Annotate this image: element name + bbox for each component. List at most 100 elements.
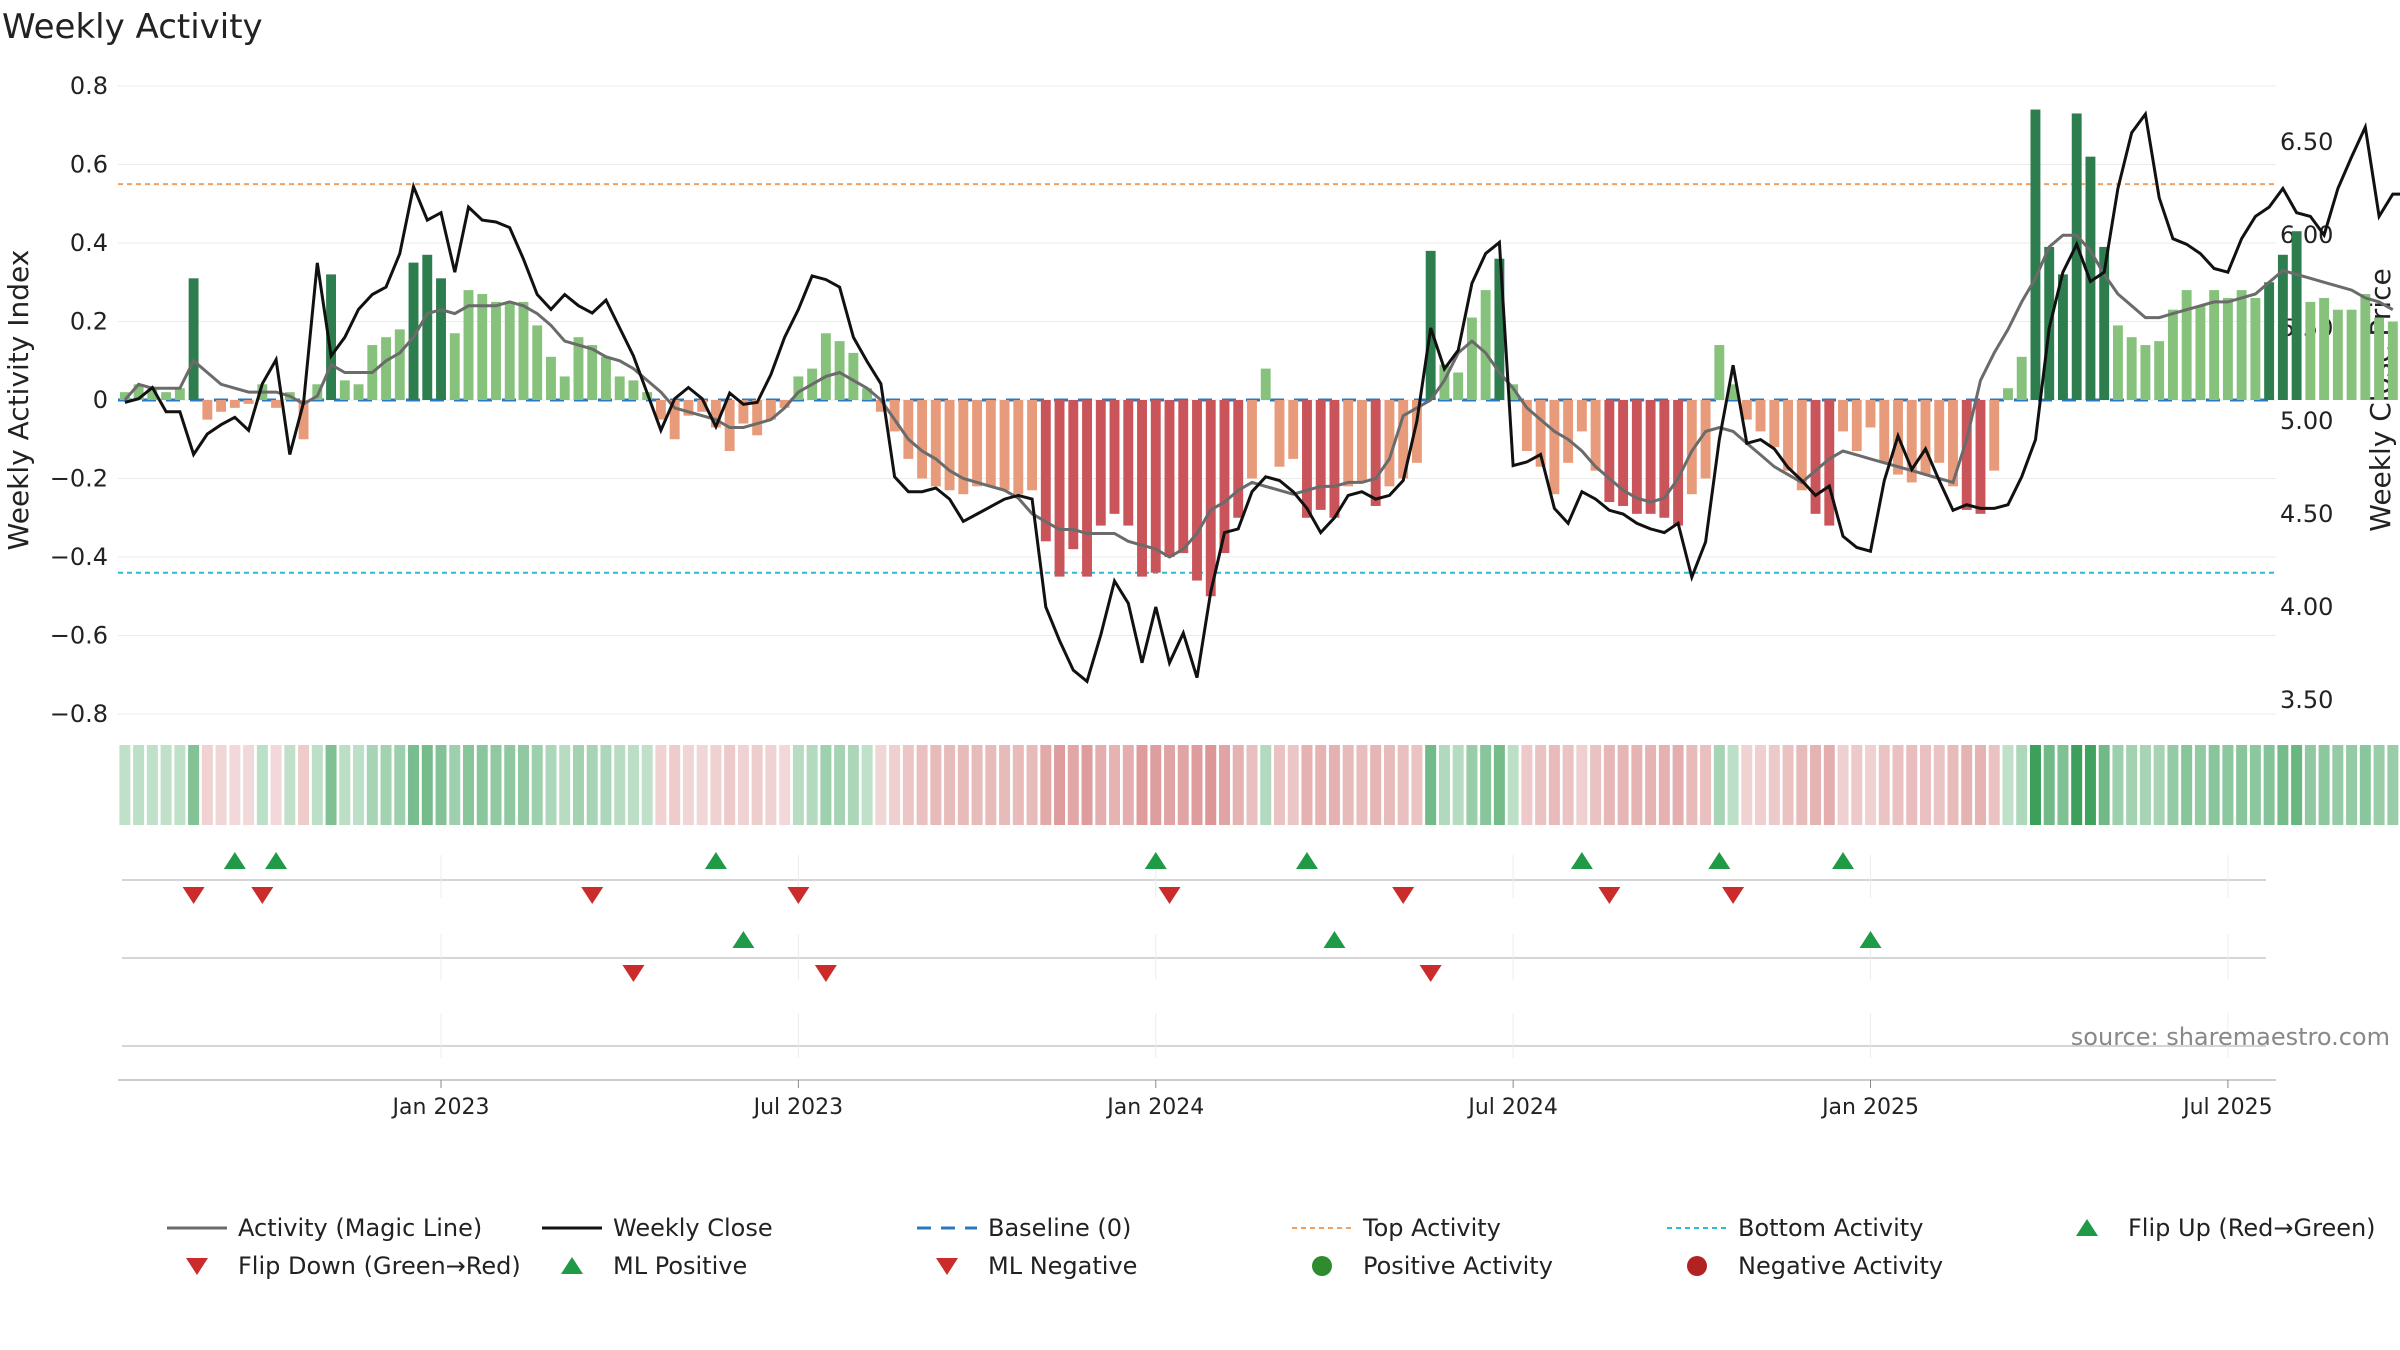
heat-cell (1796, 745, 1808, 825)
legend-label: Weekly Close (613, 1214, 773, 1242)
heat-cell (1397, 745, 1409, 825)
heat-cell (1947, 745, 1959, 825)
heat-cell (1837, 745, 1849, 825)
activity-bar (408, 262, 419, 400)
heat-cell (325, 745, 337, 825)
heat-cell (2332, 745, 2344, 825)
activity-bar (243, 400, 254, 404)
activity-bar (353, 384, 364, 400)
heat-cell (270, 745, 282, 825)
activity-bar (449, 333, 460, 400)
activity-bar (1260, 368, 1271, 400)
heat-cell (655, 745, 667, 825)
activity-bar (1838, 400, 1848, 432)
activity-bar (559, 376, 570, 400)
y-tick-label: −0.6 (50, 622, 108, 650)
activity-bar (2332, 309, 2343, 400)
heat-cell (2387, 745, 2399, 825)
heat-cell (1576, 745, 1588, 825)
activity-bar (1920, 400, 1931, 475)
activity-bar (793, 376, 804, 400)
activity-bar (1466, 317, 1477, 400)
y-tick-label: 0.2 (70, 308, 108, 336)
heat-cell (1672, 745, 1684, 825)
activity-bar (958, 400, 969, 495)
activity-bar (2167, 309, 2178, 400)
heat-cell (1273, 745, 1285, 825)
heat-cell (2153, 745, 2165, 825)
activity-bar (1137, 400, 1147, 577)
activity-bar (2346, 309, 2357, 400)
activity-bar (2154, 341, 2165, 400)
ml-negative-marker (1419, 965, 1442, 982)
flip-down-marker (1392, 887, 1415, 904)
heat-cell (2098, 745, 2110, 825)
heat-cell (820, 745, 832, 825)
activity-bar (1109, 400, 1120, 514)
signal-panels (122, 852, 2266, 1058)
ml-positive-marker (1859, 931, 1882, 948)
legend-label: Activity (Magic Line) (238, 1214, 482, 1242)
activity-bar (834, 341, 845, 400)
activity-bar (1343, 400, 1354, 487)
heat-cell (572, 745, 584, 825)
heat-cell (1067, 745, 1079, 825)
flip-down-marker (182, 887, 205, 904)
activity-bar (1480, 290, 1491, 400)
activity-bar (477, 294, 488, 400)
x-tick-label: Jan 2023 (391, 1095, 490, 1120)
flip-up-marker (265, 852, 288, 869)
heat-cell (1026, 745, 1038, 825)
activity-bar (614, 376, 625, 400)
heat-cell (847, 745, 859, 825)
flip-up-marker (223, 852, 246, 869)
y2-tick-label: 6.50 (2280, 128, 2333, 156)
activity-bar (2071, 113, 2082, 400)
heat-cell (1150, 745, 1162, 825)
activity-bar (710, 400, 721, 428)
heat-cell (119, 745, 131, 825)
heat-cell (2359, 745, 2371, 825)
activity-bar (2360, 294, 2371, 400)
heat-cell (394, 745, 406, 825)
activity-bar (394, 329, 405, 400)
ml-positive-marker (732, 931, 755, 948)
heat-cell (201, 745, 213, 825)
heat-cell (957, 745, 969, 825)
activity-bar (1054, 400, 1065, 577)
heat-cell (408, 745, 420, 825)
heat-cell (1122, 745, 1134, 825)
heat-cell (1548, 745, 1560, 825)
activity-bar (1370, 400, 1381, 506)
heat-cell (2002, 745, 2014, 825)
heat-cell (586, 745, 598, 825)
flip-up-marker (1295, 852, 1318, 869)
activity-bar (1164, 400, 1175, 557)
heat-cell (2236, 745, 2248, 825)
heat-cell (1768, 745, 1780, 825)
ml-negative-marker (814, 965, 837, 982)
activity-bar (119, 392, 130, 400)
activity-bar (518, 301, 529, 400)
green-triangle-up-icon (2076, 1219, 2098, 1236)
activity-bar (1398, 400, 1409, 479)
activity-bar (1425, 250, 1436, 400)
heat-cell (1493, 745, 1505, 825)
activity-bar (1563, 400, 1574, 463)
heat-cell (641, 745, 653, 825)
activity-bar (202, 400, 213, 420)
heat-cell (834, 745, 846, 825)
flip-down-marker (1722, 887, 1745, 904)
activity-bar (985, 400, 996, 487)
activity-bar (655, 400, 666, 420)
activity-bar (229, 400, 240, 408)
heat-cell (490, 745, 502, 825)
legend-label: Negative Activity (1738, 1252, 1943, 1280)
heat-cell (229, 745, 241, 825)
heat-cell (174, 745, 186, 825)
heat-cell (1081, 745, 1093, 825)
activity-bar (1879, 400, 1890, 463)
heat-cell (2249, 745, 2261, 825)
heat-cell (545, 745, 557, 825)
heat-cell (256, 745, 268, 825)
